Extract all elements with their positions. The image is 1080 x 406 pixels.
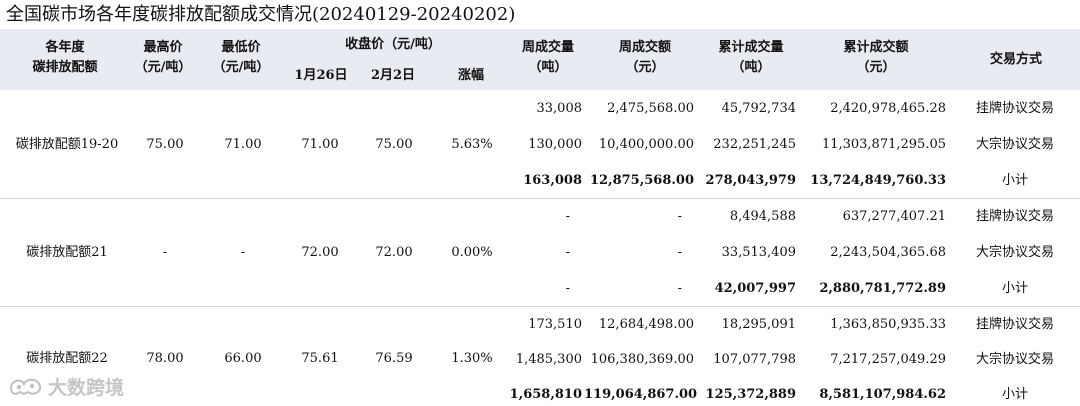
subtotal-label: 小计 bbox=[1001, 387, 1028, 402]
row-divider bbox=[0, 306, 1080, 307]
subtotal-week-amount: 119,064,867.00 bbox=[584, 387, 698, 402]
header-cum-volume: 累计成交量 （吨） bbox=[706, 38, 796, 78]
header-variety: 各年度 碳排放配额 bbox=[0, 38, 130, 78]
close-price-2: 76.59 bbox=[375, 351, 413, 366]
header-date2-text: 2月2日 bbox=[370, 68, 416, 83]
price-change: 1.30% bbox=[451, 351, 493, 366]
max-price: 75.00 bbox=[146, 137, 184, 152]
week-amount: - bbox=[677, 209, 682, 224]
min-price: 66.00 bbox=[224, 351, 262, 366]
cum-amount: 637,277,407.21 bbox=[842, 209, 946, 224]
subtotal-cum-amount: 13,724,849,760.33 bbox=[810, 173, 946, 188]
header-week-amount-text: 周成交额 （元） bbox=[618, 40, 671, 75]
watermark: 大数跨境 bbox=[8, 372, 148, 400]
subtotal-cum-amount: 8,581,107,984.62 bbox=[819, 387, 946, 402]
week-amount: - bbox=[677, 245, 682, 260]
group-name: 碳排放配额21 bbox=[26, 245, 108, 260]
cum-amount: 2,243,504,365.68 bbox=[830, 245, 946, 260]
header-week-amount: 周成交额 （元） bbox=[600, 38, 690, 78]
cum-amount: 7,217,257,049.29 bbox=[830, 352, 946, 367]
header-method-text: 交易方式 bbox=[989, 52, 1042, 67]
header-week-volume-text: 周成交量 （吨） bbox=[521, 40, 574, 75]
subtotal-week-amount: - bbox=[677, 281, 682, 296]
trade-method: 挂牌协议交易 bbox=[975, 101, 1054, 116]
min-price: - bbox=[240, 245, 246, 260]
cum-amount: 11,303,871,295.05 bbox=[821, 137, 946, 152]
close-price-1: 72.00 bbox=[301, 245, 339, 260]
week-amount: 12,684,498.00 bbox=[598, 317, 694, 332]
trade-method: 挂牌协议交易 bbox=[975, 317, 1054, 332]
header-change: 涨幅 bbox=[440, 66, 502, 86]
close-price-2: 75.00 bbox=[375, 137, 413, 152]
subtotal-cum-volume: 278,043,979 bbox=[705, 173, 796, 188]
week-volume: - bbox=[565, 245, 570, 260]
subtotal-week-volume: - bbox=[565, 281, 570, 296]
cum-volume: 8,494,588 bbox=[729, 209, 796, 224]
header-cum-amount: 累计成交额 （元） bbox=[826, 38, 926, 78]
header-date2: 2月2日 bbox=[362, 66, 424, 86]
subtotal-cum-volume: 125,372,889 bbox=[705, 387, 796, 402]
min-price: 71.00 bbox=[224, 137, 262, 152]
subtotal-week-amount: 12,875,568.00 bbox=[589, 173, 694, 188]
price-change: 5.63% bbox=[451, 137, 493, 152]
header-variety-text: 各年度 碳排放配额 bbox=[32, 40, 98, 75]
max-price: 78.00 bbox=[146, 351, 184, 366]
cum-amount: 1,363,850,935.33 bbox=[830, 317, 946, 332]
cum-volume: 45,792,734 bbox=[721, 101, 796, 116]
week-volume: 130,000 bbox=[528, 137, 582, 152]
week-volume: 1,485,300 bbox=[515, 352, 582, 367]
week-amount: 106,380,369.00 bbox=[590, 352, 694, 367]
subtotal-week-volume: 163,008 bbox=[523, 173, 582, 188]
close-price-2: 72.00 bbox=[375, 245, 413, 260]
header-date1: 1月26日 bbox=[290, 66, 352, 86]
subtotal-label: 小计 bbox=[1001, 173, 1028, 188]
cum-volume: 107,077,798 bbox=[713, 352, 796, 367]
header-min-price: 最低价 （元/吨） bbox=[206, 38, 276, 78]
week-volume: 33,008 bbox=[536, 101, 583, 116]
cum-amount: 2,420,978,465.28 bbox=[830, 101, 946, 116]
cum-volume: 18,295,091 bbox=[721, 317, 796, 332]
page-title: 全国碳市场各年度碳排放配额成交情况(20240129-20240202) bbox=[6, 4, 516, 25]
max-price: - bbox=[162, 245, 168, 260]
cum-volume: 232,251,245 bbox=[713, 137, 796, 152]
price-change: 0.00% bbox=[451, 245, 493, 260]
cum-volume: 33,513,409 bbox=[721, 245, 796, 260]
watermark-logo-icon bbox=[9, 378, 42, 396]
group-name: 碳排放配额19-20 bbox=[15, 137, 119, 152]
header-method: 交易方式 bbox=[966, 50, 1066, 70]
subtotal-cum-volume: 42,007,997 bbox=[714, 281, 796, 296]
header-max-price: 最高价 （元/吨） bbox=[128, 38, 198, 78]
trade-method: 大宗协议交易 bbox=[975, 137, 1054, 152]
header-change-text: 涨幅 bbox=[457, 68, 484, 83]
header-max-price-text: 最高价 （元/吨） bbox=[134, 40, 192, 75]
watermark-text: 大数跨境 bbox=[48, 376, 125, 399]
week-amount: 2,475,568.00 bbox=[607, 101, 694, 116]
row-divider bbox=[0, 198, 1080, 199]
subtotal-cum-amount: 2,880,781,772.89 bbox=[819, 281, 946, 296]
trade-method: 大宗协议交易 bbox=[975, 245, 1054, 260]
header-close-price: 收盘价（元/吨） bbox=[288, 35, 498, 55]
table-header bbox=[0, 29, 1080, 90]
trade-method: 大宗协议交易 bbox=[975, 352, 1054, 367]
header-min-price-text: 最低价 （元/吨） bbox=[212, 40, 270, 75]
close-price-1: 75.61 bbox=[301, 351, 339, 366]
header-date1-text: 1月26日 bbox=[294, 68, 348, 83]
header-cum-volume-text: 累计成交量 （吨） bbox=[718, 40, 784, 75]
header-cum-amount-text: 累计成交额 （元） bbox=[843, 40, 909, 75]
week-amount: 10,400,000.00 bbox=[598, 137, 694, 152]
subtotal-label: 小计 bbox=[1001, 281, 1028, 296]
week-volume: 173,510 bbox=[528, 317, 582, 332]
header-close-price-text: 收盘价（元/吨） bbox=[345, 37, 441, 52]
group-name: 碳排放配额22 bbox=[26, 351, 108, 366]
subtotal-week-volume: 1,658,810 bbox=[509, 387, 582, 402]
header-week-volume: 周成交量 （吨） bbox=[510, 38, 586, 78]
close-price-1: 71.00 bbox=[301, 137, 339, 152]
week-volume: - bbox=[565, 209, 570, 224]
trade-method: 挂牌协议交易 bbox=[975, 209, 1054, 224]
